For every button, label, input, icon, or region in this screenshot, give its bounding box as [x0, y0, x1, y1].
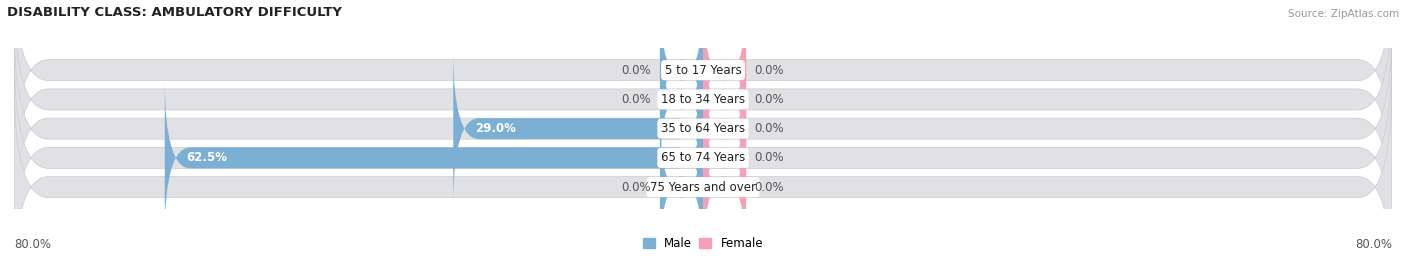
Text: 0.0%: 0.0% [621, 181, 651, 193]
Text: 62.5%: 62.5% [186, 151, 228, 164]
Text: 0.0%: 0.0% [755, 64, 785, 77]
FancyBboxPatch shape [14, 81, 1392, 268]
Text: 0.0%: 0.0% [755, 181, 785, 193]
Text: 5 to 17 Years: 5 to 17 Years [665, 64, 741, 77]
FancyBboxPatch shape [703, 110, 747, 264]
FancyBboxPatch shape [165, 81, 703, 235]
Text: 29.0%: 29.0% [475, 122, 516, 135]
Text: 80.0%: 80.0% [14, 238, 51, 251]
Text: Source: ZipAtlas.com: Source: ZipAtlas.com [1288, 9, 1399, 19]
FancyBboxPatch shape [14, 51, 1392, 264]
Text: 80.0%: 80.0% [1355, 238, 1392, 251]
FancyBboxPatch shape [659, 110, 703, 264]
Text: 35 to 64 Years: 35 to 64 Years [661, 122, 745, 135]
Text: 0.0%: 0.0% [755, 93, 785, 106]
Text: 0.0%: 0.0% [621, 93, 651, 106]
FancyBboxPatch shape [453, 51, 703, 206]
FancyBboxPatch shape [703, 0, 747, 147]
Text: 0.0%: 0.0% [755, 122, 785, 135]
Legend: Male, Female: Male, Female [638, 232, 768, 255]
FancyBboxPatch shape [659, 0, 703, 147]
Text: 0.0%: 0.0% [755, 151, 785, 164]
FancyBboxPatch shape [14, 22, 1392, 235]
Text: 75 Years and over: 75 Years and over [650, 181, 756, 193]
FancyBboxPatch shape [703, 81, 747, 235]
Text: 65 to 74 Years: 65 to 74 Years [661, 151, 745, 164]
FancyBboxPatch shape [703, 22, 747, 177]
Text: 18 to 34 Years: 18 to 34 Years [661, 93, 745, 106]
FancyBboxPatch shape [703, 51, 747, 206]
FancyBboxPatch shape [14, 0, 1392, 206]
FancyBboxPatch shape [659, 22, 703, 177]
FancyBboxPatch shape [14, 0, 1392, 177]
Text: 0.0%: 0.0% [621, 64, 651, 77]
Text: DISABILITY CLASS: AMBULATORY DIFFICULTY: DISABILITY CLASS: AMBULATORY DIFFICULTY [7, 6, 342, 19]
